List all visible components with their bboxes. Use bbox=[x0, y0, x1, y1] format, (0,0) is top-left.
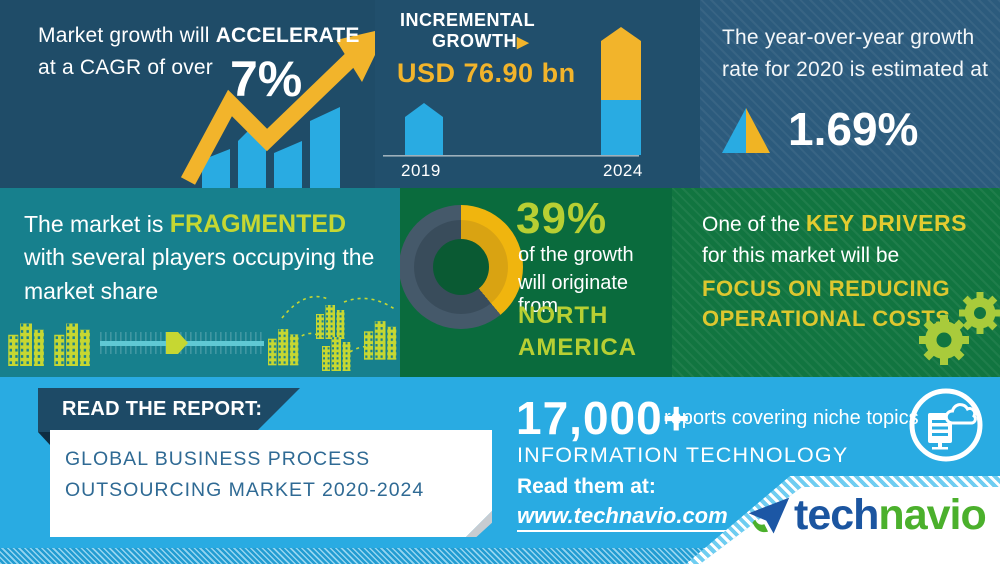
buildings-icon bbox=[364, 321, 397, 360]
report-title: GLOBAL BUSINESS PROCESS OUTSOURCING MARK… bbox=[65, 444, 424, 506]
buildings-icon bbox=[268, 329, 299, 366]
logo-tech: tech bbox=[794, 491, 879, 539]
reports-count: 17,000+ bbox=[516, 392, 691, 444]
kd-line4: OPERATIONAL COSTS bbox=[702, 306, 951, 331]
triangle-arrow-icon: ▶ bbox=[516, 34, 530, 51]
gears-icon bbox=[919, 292, 1000, 365]
growth-word: GROWTH bbox=[432, 31, 517, 51]
read-report-ribbon: READ THE REPORT: bbox=[38, 388, 300, 432]
fragmented-line2: with several players occupying the bbox=[24, 244, 375, 270]
read-report-label: READ THE REPORT: bbox=[62, 398, 263, 420]
year-end-label: 2024 bbox=[603, 161, 643, 180]
connection-arcs bbox=[281, 295, 397, 353]
footer-band: READ THE REPORT: GLOBAL BUSINESS PROCESS… bbox=[0, 377, 1000, 564]
buildings-icon bbox=[322, 337, 351, 371]
ribbon-fold bbox=[38, 432, 50, 445]
yoy-line2: rate for 2020 is estimated at bbox=[722, 58, 989, 81]
na-line2: will originate from bbox=[518, 272, 629, 317]
fragmented-players-illustration bbox=[8, 295, 397, 371]
accelerate-line1: Market growth will ACCELERATE bbox=[38, 24, 360, 48]
report-title-line2: OUTSOURCING MARKET 2020-2024 bbox=[65, 479, 425, 501]
donut-hole bbox=[433, 239, 489, 295]
panel-key-drivers: One of the KEY DRIVERS for this market w… bbox=[672, 188, 1000, 377]
panel-incremental-growth: INCREMENTAL GROWTH▶ USD 76.90 bn 2019 20… bbox=[375, 0, 700, 188]
logo-navio: navio bbox=[878, 491, 986, 539]
yoy-value: 1.69% bbox=[788, 103, 919, 155]
triangle-up-icon bbox=[722, 108, 770, 153]
incremental-title-line2: GROWTH▶ bbox=[400, 31, 535, 53]
read-prompt: Read them at: bbox=[517, 475, 656, 498]
kd-lead: One of the bbox=[702, 213, 806, 236]
na-line1: of the growth bbox=[518, 244, 634, 266]
accelerate-accent: ACCELERATE bbox=[215, 24, 360, 47]
year-start-label: 2019 bbox=[401, 161, 441, 180]
technavio-logo-mark-icon bbox=[748, 497, 790, 534]
report-title-line1: GLOBAL BUSINESS PROCESS bbox=[65, 448, 371, 470]
incremental-title: INCREMENTAL GROWTH▶ bbox=[400, 10, 535, 53]
buildings-icon bbox=[54, 323, 90, 366]
region-line1: NORTH bbox=[518, 302, 609, 329]
kd-accent: KEY DRIVERS bbox=[805, 210, 967, 236]
technavio-logo-text: technavio bbox=[794, 491, 987, 540]
yoy-line1: The year-over-year growth bbox=[722, 26, 975, 49]
report-title-card[interactable]: GLOBAL BUSINESS PROCESS OUTSOURCING MARK… bbox=[50, 430, 492, 537]
north-america-pct: 39% bbox=[516, 194, 608, 243]
fragmented-line1: The market is FRAGMENTED bbox=[24, 210, 346, 239]
buildings-icon bbox=[316, 305, 345, 339]
cagr-value: 7% bbox=[230, 51, 303, 107]
region-line2: AMERICA bbox=[518, 334, 637, 361]
fragmented-lead: The market is bbox=[24, 211, 170, 237]
panel-market-growth-accelerate: Market growth will ACCELERATE at a CAGR … bbox=[0, 0, 375, 188]
buildings-icon bbox=[8, 323, 44, 366]
incremental-growth-bar-chart bbox=[383, 27, 641, 157]
arrow-head-icon bbox=[336, 31, 375, 82]
website-link[interactable]: www.technavio.com bbox=[517, 503, 728, 532]
reports-count-suffix: reports covering niche topics bbox=[664, 407, 919, 429]
growth-arrow-bars-chart bbox=[180, 31, 375, 188]
panel-north-america-growth: 39% of the growth will originate from NO… bbox=[400, 188, 672, 377]
panel-market-fragmented: The market is FRAGMENTED with several pl… bbox=[0, 188, 400, 377]
cloud-server-icon bbox=[909, 388, 983, 462]
donut-chart bbox=[400, 205, 523, 329]
fragmented-accent: FRAGMENTED bbox=[169, 210, 347, 238]
panel-yoy-growth: The year-over-year growth rate for 2020 … bbox=[700, 0, 1000, 188]
fragmented-line3: market share bbox=[24, 278, 159, 304]
category-label: INFORMATION TECHNOLOGY bbox=[517, 443, 849, 467]
kd-line3: FOCUS ON REDUCING bbox=[702, 276, 951, 301]
accelerate-line2: at a CAGR of over bbox=[38, 56, 213, 79]
kd-line2: for this market will be bbox=[702, 244, 900, 267]
kd-line1: One of the KEY DRIVERS bbox=[702, 210, 967, 237]
incremental-value: USD 76.90 bn bbox=[397, 58, 576, 88]
timeline-arrow-icon bbox=[166, 332, 188, 354]
incremental-title-line1: INCREMENTAL bbox=[400, 10, 536, 30]
accelerate-lead: Market growth will bbox=[38, 24, 216, 47]
